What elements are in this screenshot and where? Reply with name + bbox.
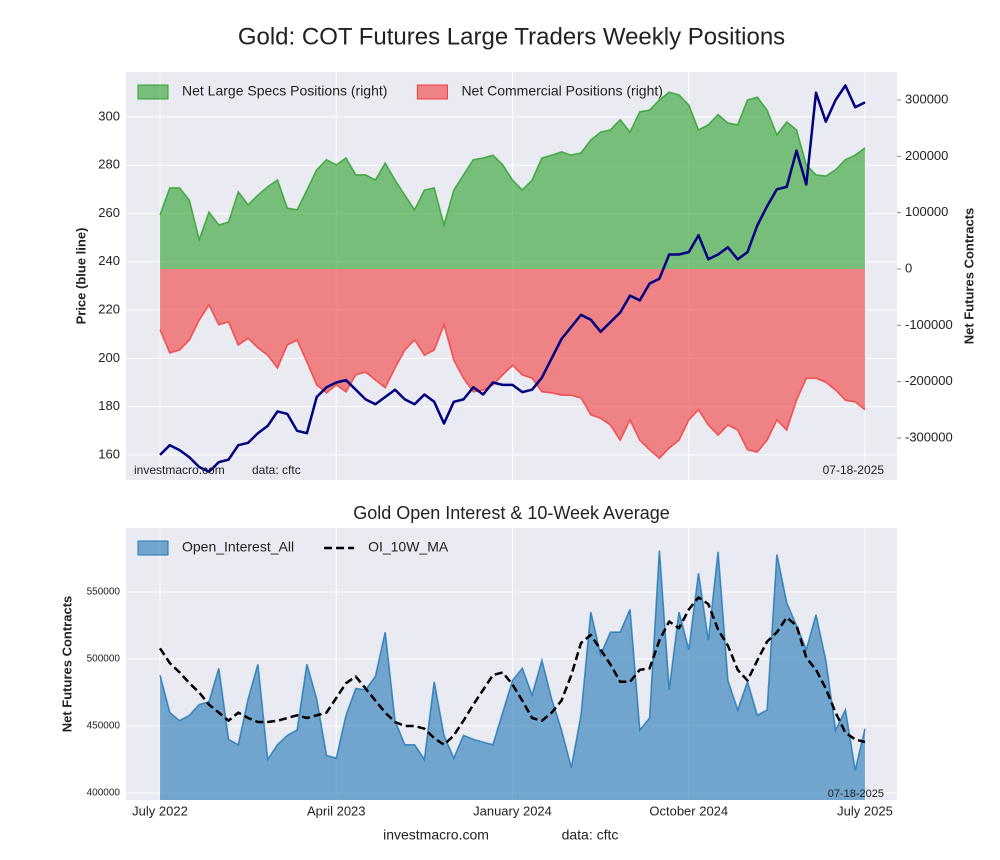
y-tick-label: 260 [98,205,120,220]
y-axis-label: Net Futures Contracts [59,596,74,733]
x-tick-label: January 2024 [473,803,552,818]
y2-tick-label: 200000 [905,148,948,163]
y-tick-label: 180 [98,398,120,413]
y2-tick-label: -200000 [905,373,953,388]
y2-tick-label: 300000 [905,91,948,106]
area-fill [160,268,865,459]
y-tick-label: 550000 [87,587,121,598]
y-tick-label: 280 [98,157,120,172]
y-tick-label: 450000 [87,721,121,732]
legend-label: Open_Interest_All [182,539,294,555]
annotation: 07-18-2025 [828,788,884,800]
area-edge [159,303,866,460]
x-tick-label: April 2023 [307,803,366,818]
x-tick-label: October 2024 [649,803,728,818]
area-fill [160,550,865,800]
y-tick-label: 400000 [87,788,121,799]
legend-swatch [137,540,169,556]
y-tick-label: 220 [98,301,120,316]
annotation: investmacro.com [134,463,225,477]
chart-title: Gold: COT Futures Large Traders Weekly P… [238,23,785,50]
legend-swatch [416,84,448,100]
line [158,596,866,747]
y-tick-label: 200 [98,350,120,365]
y-tick-label: 500000 [87,654,121,665]
legend-label: OI_10W_MA [368,539,449,555]
area-edge [159,550,866,771]
y-tick-label: 300 [98,108,120,123]
legend-label: Net Commercial Positions (right) [461,83,663,99]
line [159,84,866,474]
footer-site: investmacro.com [383,827,489,843]
y2-axis-label: Net Futures Contracts [961,208,976,345]
annotation: 07-18-2025 [823,463,885,477]
area-edge [159,91,866,243]
y2-tick-label: 0 [905,260,912,275]
y2-tick-label: -300000 [905,429,953,444]
legend-label: Net Large Specs Positions (right) [182,83,387,99]
footer-source: data: cftc [562,827,619,843]
y2-tick-label: -100000 [905,317,953,332]
x-tick-label: July 2025 [837,803,893,818]
y2-tick-label: 100000 [905,204,948,219]
legend-swatch [137,84,169,100]
subplot-title: Gold Open Interest & 10-Week Average [353,503,670,523]
y-tick-label: 240 [98,253,120,268]
x-tick-label: July 2022 [132,803,188,818]
annotation: data: cftc [252,463,301,477]
y-axis-label: Price (blue line) [73,228,88,325]
y-tick-label: 160 [98,446,120,461]
